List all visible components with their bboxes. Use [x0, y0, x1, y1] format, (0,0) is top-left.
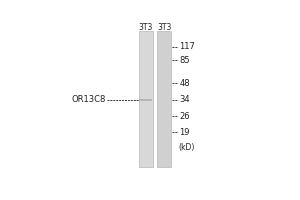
- Text: 48: 48: [179, 79, 190, 88]
- Text: 26: 26: [179, 112, 190, 121]
- Bar: [157, 31, 171, 167]
- Bar: [139, 31, 153, 167]
- Text: 3T3: 3T3: [138, 23, 153, 32]
- Bar: [139, 99, 152, 101]
- Text: OR13C8: OR13C8: [71, 95, 106, 104]
- Text: 34: 34: [179, 95, 190, 104]
- Text: 85: 85: [179, 56, 190, 65]
- Text: 3T3: 3T3: [157, 23, 171, 32]
- Text: 19: 19: [179, 128, 190, 137]
- Text: 117: 117: [179, 42, 195, 51]
- Text: (kD): (kD): [178, 143, 195, 152]
